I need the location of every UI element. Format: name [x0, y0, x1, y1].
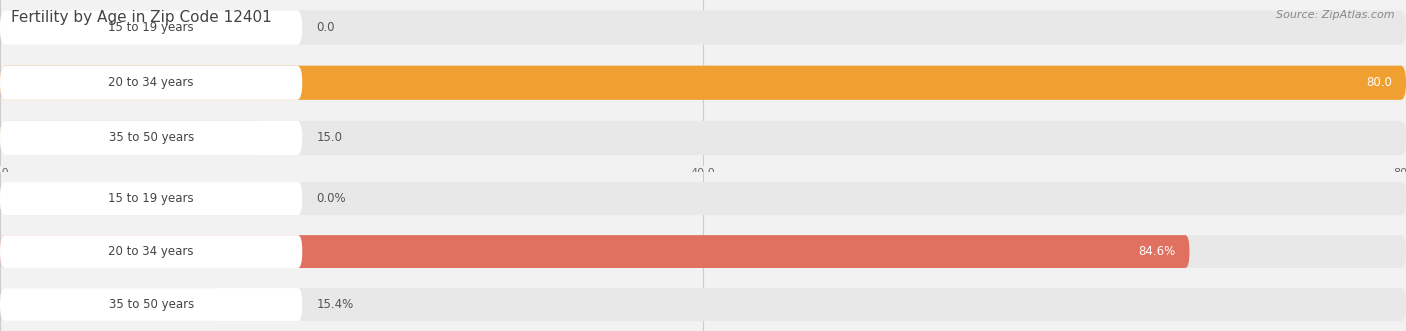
Text: 0.0%: 0.0%: [316, 192, 346, 205]
Text: 20 to 34 years: 20 to 34 years: [108, 245, 194, 258]
Text: 80.0: 80.0: [1367, 76, 1392, 89]
FancyBboxPatch shape: [0, 66, 1406, 100]
FancyBboxPatch shape: [0, 66, 1406, 100]
FancyBboxPatch shape: [0, 235, 1406, 268]
Text: 35 to 50 years: 35 to 50 years: [108, 131, 194, 144]
Text: 15.4%: 15.4%: [316, 298, 353, 311]
FancyBboxPatch shape: [0, 121, 1406, 155]
Text: Source: ZipAtlas.com: Source: ZipAtlas.com: [1277, 10, 1395, 20]
Text: 15.0: 15.0: [316, 131, 342, 144]
FancyBboxPatch shape: [0, 288, 217, 321]
FancyBboxPatch shape: [0, 121, 264, 155]
Text: 15 to 19 years: 15 to 19 years: [108, 192, 194, 205]
FancyBboxPatch shape: [0, 235, 1189, 268]
FancyBboxPatch shape: [0, 182, 302, 215]
FancyBboxPatch shape: [0, 66, 302, 100]
FancyBboxPatch shape: [0, 288, 302, 321]
FancyBboxPatch shape: [0, 235, 302, 268]
FancyBboxPatch shape: [0, 11, 1406, 45]
Text: 20 to 34 years: 20 to 34 years: [108, 76, 194, 89]
Text: 0.0: 0.0: [316, 21, 335, 34]
FancyBboxPatch shape: [0, 182, 1406, 215]
Text: 84.6%: 84.6%: [1139, 245, 1175, 258]
FancyBboxPatch shape: [0, 121, 302, 155]
Text: Fertility by Age in Zip Code 12401: Fertility by Age in Zip Code 12401: [11, 10, 271, 25]
FancyBboxPatch shape: [0, 11, 302, 45]
Text: 15 to 19 years: 15 to 19 years: [108, 21, 194, 34]
FancyBboxPatch shape: [0, 288, 1406, 321]
Text: 35 to 50 years: 35 to 50 years: [108, 298, 194, 311]
